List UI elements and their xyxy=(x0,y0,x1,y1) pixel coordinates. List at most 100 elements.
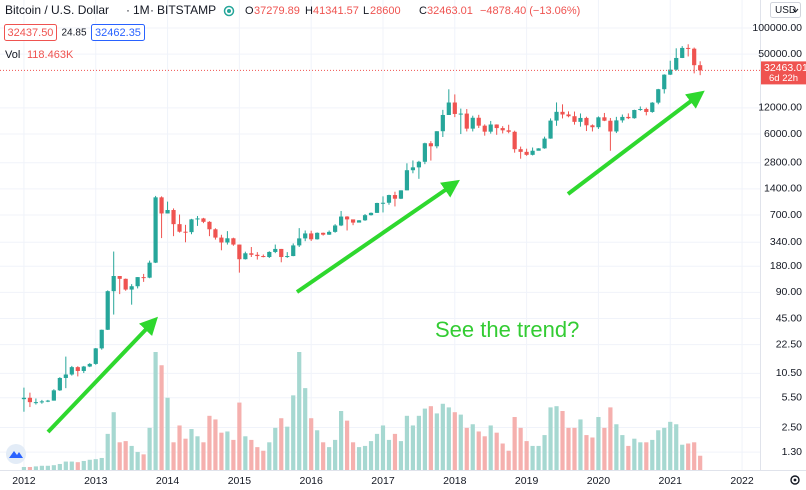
volume-bar xyxy=(177,425,182,470)
volume-bar xyxy=(315,430,320,470)
volume-bar xyxy=(69,461,74,470)
volume-bar xyxy=(123,441,128,470)
volume-bar xyxy=(476,431,481,470)
volume-bar xyxy=(578,419,583,470)
volume-bar xyxy=(105,433,110,470)
settings-button[interactable] xyxy=(790,475,800,485)
candle-body xyxy=(470,117,475,129)
candle-body xyxy=(39,401,44,403)
candle-body xyxy=(141,277,146,279)
candle-body xyxy=(560,111,565,115)
volume-bar xyxy=(279,418,284,470)
candle-body xyxy=(626,116,631,119)
volume-bar xyxy=(566,427,571,470)
currency-button[interactable] xyxy=(770,2,801,18)
candle-body xyxy=(518,149,523,152)
candle-body xyxy=(165,210,170,214)
volume-bar xyxy=(434,413,439,470)
candle-body xyxy=(123,278,128,290)
close-label: C xyxy=(419,5,427,17)
candle-body xyxy=(231,238,236,245)
candle-body xyxy=(620,116,625,121)
volume-bar xyxy=(344,420,350,470)
candle-body xyxy=(291,245,296,257)
candle-body xyxy=(33,402,39,404)
candle-body xyxy=(440,114,445,132)
volume-bar xyxy=(135,451,140,470)
candle-body xyxy=(177,224,182,232)
volume-bar xyxy=(458,414,463,470)
volume-bar xyxy=(500,443,505,470)
volume-bar xyxy=(362,445,368,470)
dropdown-icon xyxy=(792,8,799,13)
logo[interactable] xyxy=(6,444,26,464)
ask-box[interactable] xyxy=(91,24,145,41)
volume-value: 118.463K xyxy=(27,49,74,61)
candle-body xyxy=(57,377,62,391)
candle-body xyxy=(392,195,398,199)
candle-body xyxy=(45,400,50,402)
y-tick-label: 700.00 xyxy=(770,209,802,221)
candle-body xyxy=(554,111,559,121)
ask[interactable]: 32462.35 xyxy=(95,27,141,39)
volume-bar xyxy=(63,461,68,470)
volume-bar xyxy=(392,433,398,470)
logo-mark xyxy=(9,451,23,458)
volume-bar xyxy=(201,442,206,470)
close-value: 32463.01 xyxy=(427,5,473,17)
candle-body xyxy=(219,237,224,243)
volume-bar xyxy=(285,426,290,470)
volume-bar xyxy=(51,465,56,470)
candle-body xyxy=(69,367,74,375)
candle-body xyxy=(686,47,691,49)
y-tick-label: 340.00 xyxy=(770,236,802,248)
candle-body xyxy=(303,233,308,239)
bid-box[interactable] xyxy=(4,24,57,41)
x-tick-label: 2012 xyxy=(12,475,36,487)
change: −4878.40 (−13.06%) xyxy=(480,5,580,17)
volume-bar xyxy=(171,442,176,470)
volume-bar xyxy=(99,457,104,470)
volume-bar xyxy=(608,407,613,470)
bid[interactable]: 32437.50 xyxy=(8,27,54,39)
x-tick-label: 2021 xyxy=(659,475,683,487)
candle-body xyxy=(656,89,661,103)
candle-body xyxy=(410,167,416,171)
volume-bar xyxy=(195,436,200,470)
volume-bar xyxy=(464,427,469,470)
candle-body xyxy=(183,231,188,233)
interval: 1M xyxy=(133,3,150,17)
candle-body xyxy=(368,212,374,216)
open-label: O xyxy=(245,5,254,17)
volume-bar xyxy=(470,424,475,470)
currency[interactable]: USD xyxy=(775,5,796,16)
volume-bar xyxy=(488,425,493,470)
candle-body xyxy=(297,238,302,246)
y-tick-label: 50000.00 xyxy=(758,48,802,60)
candle-body xyxy=(225,238,230,243)
candle-body xyxy=(464,113,469,129)
candle-body xyxy=(195,218,200,220)
volume-bar xyxy=(404,415,410,470)
volume-bar xyxy=(356,447,362,470)
candle-body xyxy=(662,74,667,90)
volume-bar xyxy=(380,425,386,470)
volume-bar xyxy=(596,417,601,470)
volume-bar xyxy=(339,411,344,470)
volume-bar xyxy=(374,433,380,470)
volume-bar xyxy=(506,450,511,470)
volume-bar xyxy=(548,407,553,470)
separator: · xyxy=(126,3,130,17)
candle-body xyxy=(608,120,613,132)
volume-bar xyxy=(518,427,523,470)
candle-body xyxy=(638,109,643,111)
candle-body xyxy=(27,397,33,403)
y-tick-label: 1400.00 xyxy=(764,183,802,195)
volume-bar xyxy=(141,454,146,470)
volume-bar xyxy=(165,397,170,470)
volume-bar xyxy=(297,352,302,470)
volume-bar xyxy=(620,435,625,470)
candle-body xyxy=(255,254,260,257)
candle-body xyxy=(398,190,404,199)
